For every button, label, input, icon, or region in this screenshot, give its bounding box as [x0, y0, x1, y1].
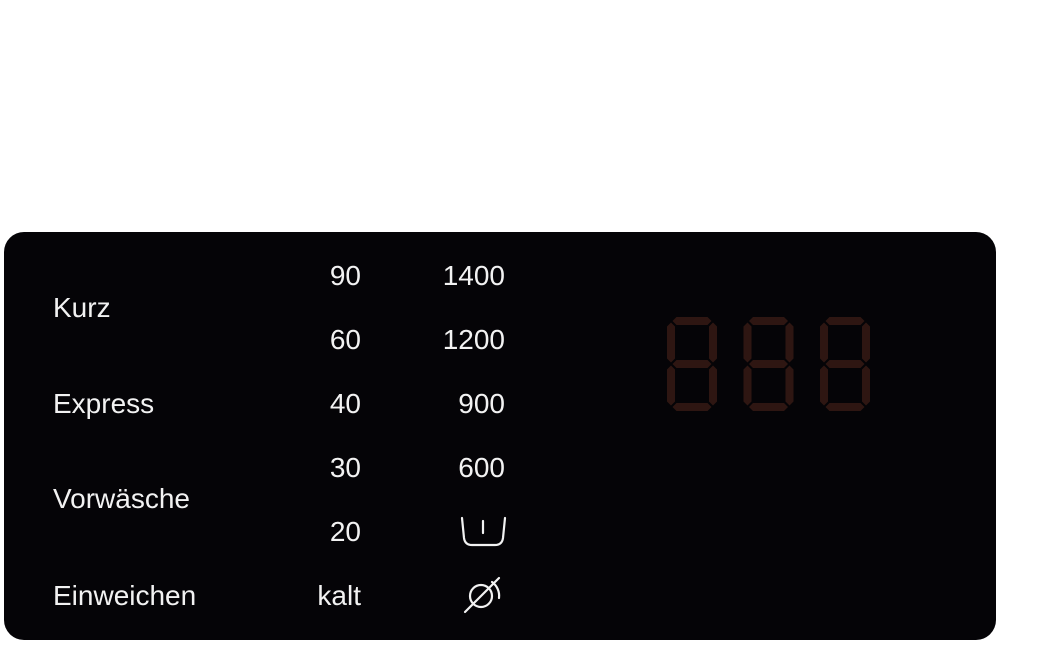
segment-a — [825, 317, 865, 325]
spin-1400[interactable]: 1400 — [442, 260, 505, 291]
program-einweichen[interactable]: Einweichen — [53, 580, 197, 611]
control-panel: Kurz Express Vorwäsche Einweichen 90 60 … — [4, 232, 996, 640]
segment-b — [862, 322, 870, 363]
segment-d — [672, 403, 712, 411]
segment-e — [667, 365, 675, 406]
spin-1200[interactable]: 1200 — [442, 324, 505, 355]
display-digit — [667, 317, 717, 411]
program-kurz[interactable]: Kurz — [53, 292, 111, 323]
temp-60[interactable]: 60 — [329, 324, 361, 355]
segment-d — [825, 403, 865, 411]
rinse-hold-icon[interactable] — [458, 514, 508, 550]
no-spin-icon[interactable] — [459, 574, 509, 616]
segment-a — [749, 317, 788, 325]
segment-e — [820, 365, 828, 406]
segment-b — [785, 322, 794, 363]
segment-c — [862, 365, 870, 406]
segment-b — [709, 322, 717, 363]
temp-30[interactable]: 30 — [329, 452, 361, 483]
display-digit — [820, 317, 870, 411]
segment-c — [785, 365, 794, 406]
program-vorwaesche[interactable]: Vorwäsche — [53, 483, 190, 514]
spin-600[interactable]: 600 — [458, 452, 505, 483]
display-digit — [743, 317, 794, 411]
segment-f — [820, 322, 828, 363]
segment-d — [749, 403, 788, 411]
segment-g — [672, 360, 712, 368]
temp-kalt[interactable]: kalt — [317, 580, 361, 611]
temp-20[interactable]: 20 — [329, 516, 361, 547]
segment-f — [743, 322, 752, 363]
segment-g — [749, 360, 788, 368]
temp-90[interactable]: 90 — [329, 260, 361, 291]
program-express[interactable]: Express — [53, 388, 155, 419]
spin-900[interactable]: 900 — [458, 388, 505, 419]
temp-40[interactable]: 40 — [329, 388, 361, 419]
segment-c — [709, 365, 717, 406]
segment-e — [743, 365, 752, 406]
segment-g — [825, 360, 865, 368]
segment-f — [667, 322, 675, 363]
seven-segment-display — [667, 317, 870, 411]
segment-a — [672, 317, 712, 325]
